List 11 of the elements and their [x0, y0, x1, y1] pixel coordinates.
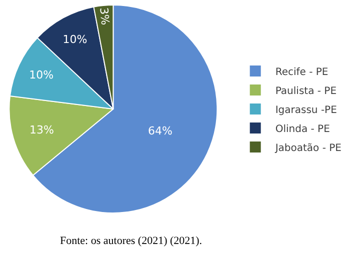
legend-label: Igarassu -PE	[275, 104, 337, 116]
legend-label: Olinda - PE	[275, 124, 330, 135]
legend-label: Paulista - PE	[275, 86, 337, 97]
data-label: 13%	[29, 123, 54, 136]
data-label: 3%	[97, 6, 112, 26]
legend-label: Recife - PE	[275, 66, 328, 78]
data-label: 10%	[29, 68, 54, 82]
source-note: Fonte: os autores (2021) (2021).	[60, 235, 202, 247]
legend-label: Jaboatão - PE	[274, 142, 342, 154]
data-label: 64%	[148, 124, 172, 138]
data-label: 10%	[62, 32, 88, 46]
